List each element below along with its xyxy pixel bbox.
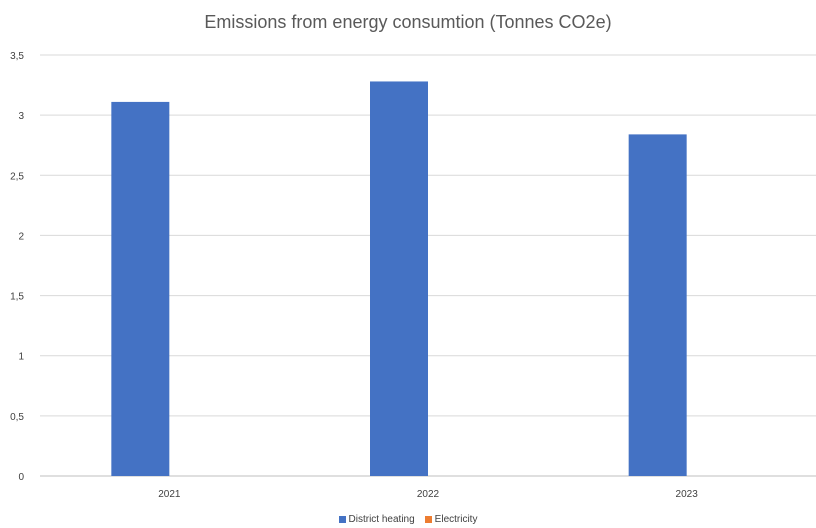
y-axis-ticks: 0 0,5 1 1,5 2 2,5 3 3,5 bbox=[10, 51, 24, 483]
legend: District heating Electricity bbox=[0, 514, 816, 525]
legend-swatch-district-heating bbox=[338, 516, 346, 523]
y-tick-label: 2 bbox=[18, 231, 24, 242]
legend-item-electricity: Electricity bbox=[424, 514, 478, 525]
bars bbox=[111, 81, 687, 477]
bar-district-heating-2021 bbox=[111, 101, 170, 476]
bar-district-heating-2022 bbox=[370, 81, 428, 476]
y-tick-label: 2,5 bbox=[10, 171, 24, 182]
x-tick-label: 2021 bbox=[158, 489, 181, 500]
y-tick-label: 3 bbox=[18, 111, 24, 122]
y-tick-label: 0,5 bbox=[10, 412, 24, 423]
legend-item-district-heating: District heating bbox=[338, 514, 415, 525]
legend-swatch-electricity bbox=[424, 516, 432, 523]
y-tick-label: 1,5 bbox=[10, 292, 24, 303]
legend-label-electricity: Electricity bbox=[434, 514, 478, 525]
y-tick-label: 1 bbox=[18, 352, 24, 363]
bar-district-heating-2023 bbox=[628, 134, 687, 477]
legend-label-district-heating: District heating bbox=[348, 514, 415, 525]
x-axis-ticks: 2021 2022 2023 bbox=[158, 489, 698, 500]
x-tick-label: 2022 bbox=[417, 489, 440, 500]
y-tick-label: 3,5 bbox=[10, 51, 24, 62]
x-tick-label: 2023 bbox=[676, 489, 699, 500]
y-tick-label: 0 bbox=[18, 472, 24, 483]
chart-title: Emissions from energy consumtion (Tonnes… bbox=[204, 12, 612, 32]
